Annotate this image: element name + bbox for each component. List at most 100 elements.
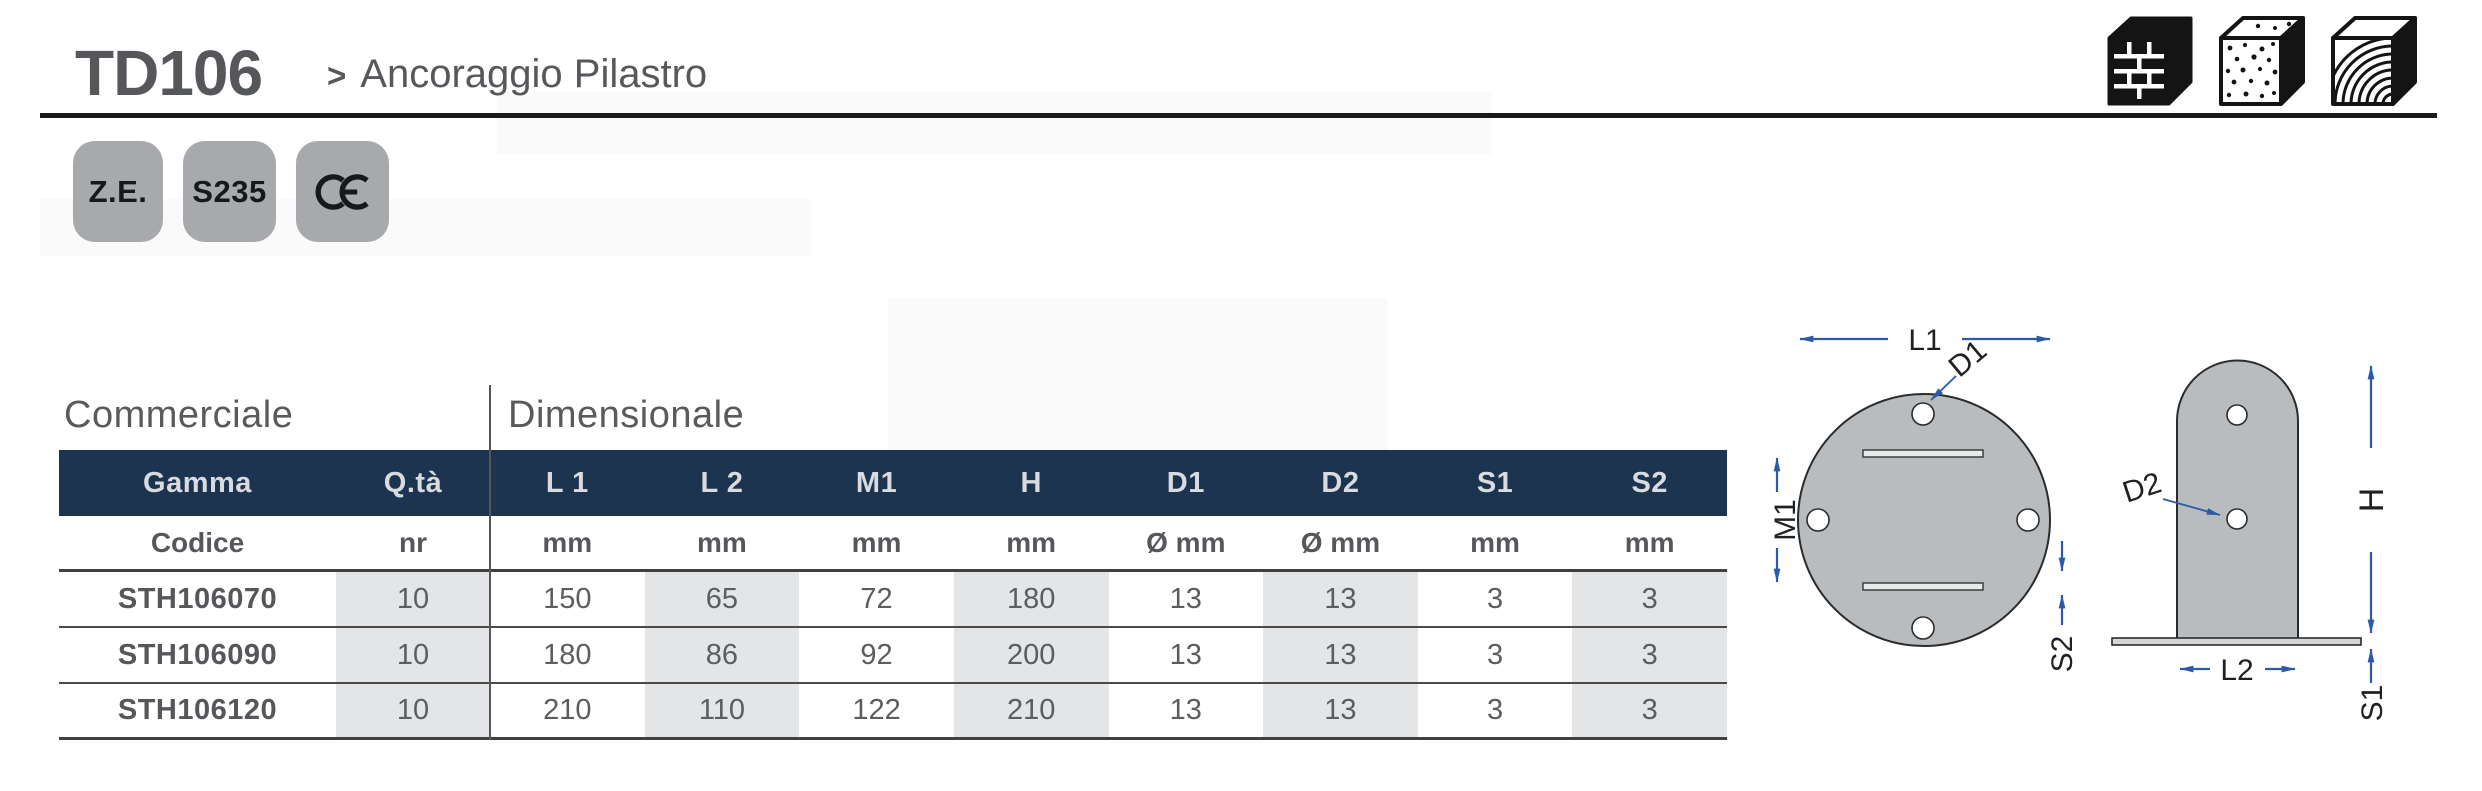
slot-upper — [1862, 449, 1984, 458]
row-s2: 3 — [1572, 684, 1727, 737]
breadcrumb-arrow-icon: > — [327, 56, 347, 94]
col-header-l1: L 1 — [545, 466, 589, 499]
header-divider — [40, 113, 2437, 118]
breadcrumb: > Ancoraggio Pilastro — [327, 52, 707, 97]
table-row: STH106120 10 210 110 122 210 13 13 3 3 — [59, 684, 1727, 740]
table-header-row: Gamma Q.tà L 1 L 2 M1 H D1 D2 S1 S2 — [59, 450, 1727, 516]
badge-s235: S235 — [183, 141, 276, 242]
unit-s2: mm — [1624, 526, 1675, 558]
table-unit-row: Codice nr mm mm mm mm Ø mm Ø mm mm mm — [59, 516, 1727, 572]
hole-middle — [2226, 508, 2248, 530]
row-qty: 10 — [336, 572, 490, 626]
badge-ze: Z.E. — [73, 141, 163, 242]
breadcrumb-label: Ancoraggio Pilastro — [360, 52, 708, 96]
row-h: 210 — [953, 684, 1109, 737]
dim-label-s1: S1 — [2356, 685, 2389, 722]
badge-ze-label: Z.E. — [88, 173, 148, 209]
table-row: STH106070 10 150 65 72 180 13 13 3 3 — [59, 572, 1727, 628]
technical-drawing: L1 D1 M1 S2 D2 H S1 L2 — [1769, 324, 2391, 722]
row-s1: 3 — [1486, 694, 1504, 726]
dim-d2-leader — [2162, 498, 2221, 516]
unit-s1: mm — [1470, 526, 1520, 558]
col-header-h: H — [1020, 466, 1042, 499]
row-l2: 110 — [644, 684, 800, 737]
watermark-band — [40, 199, 812, 256]
watermark-band — [497, 92, 1492, 154]
row-qty: 10 — [336, 684, 490, 737]
dim-label-m1: M1 — [1769, 499, 1802, 541]
row-m1: 92 — [860, 638, 893, 671]
table-row: STH106090 10 180 86 92 200 13 13 3 3 — [59, 628, 1727, 684]
hole-top — [1911, 402, 1935, 426]
row-d1: 13 — [1169, 582, 1202, 615]
row-qty: 10 — [336, 628, 490, 682]
row-d2: 13 — [1263, 572, 1418, 626]
row-l1: 150 — [543, 582, 592, 615]
row-l1: 180 — [543, 638, 592, 671]
row-s1: 3 — [1486, 638, 1504, 671]
col-header-d2: D2 — [1321, 466, 1360, 499]
row-d1: 13 — [1169, 694, 1202, 726]
badge-s235-label: S235 — [192, 173, 267, 209]
badge-ce — [296, 141, 389, 242]
section-label-commercial: Commerciale — [64, 394, 294, 436]
section-label-dimensional: Dimensionale — [508, 394, 745, 436]
col-header-qty: Q.tà — [383, 466, 443, 499]
dim-label-l1: L1 — [1908, 324, 1941, 357]
dim-label-d2: D2 — [2119, 466, 2166, 509]
material-icons — [2103, 12, 2419, 110]
dim-label-h: H — [2353, 488, 2391, 513]
concrete-cube-icon — [2219, 16, 2305, 106]
unit-nr: nr — [399, 526, 427, 558]
unit-d1: Ø mm — [1146, 526, 1226, 558]
hole-upper — [2226, 404, 2248, 426]
row-m1: 72 — [860, 582, 893, 615]
col-header-s1: S1 — [1476, 466, 1514, 499]
spec-table: Commerciale Dimensionale Gamma Q.tà L 1 … — [59, 385, 1727, 740]
unit-codice: Codice — [150, 526, 245, 558]
row-l2: 65 — [644, 572, 800, 626]
hole-bottom — [1911, 616, 1935, 640]
slot-lower — [1862, 582, 1984, 591]
row-s2: 3 — [1572, 628, 1727, 682]
unit-l1: mm — [542, 526, 593, 558]
row-code: STH106090 — [117, 638, 278, 671]
masonry-cube-icon — [2107, 16, 2193, 106]
dim-label-d1: D1 — [1943, 334, 1994, 384]
table-section-divider — [489, 385, 491, 740]
page-title: TD106 — [75, 37, 263, 109]
hole-right — [2016, 508, 2040, 532]
row-m1: 122 — [852, 694, 901, 726]
ce-mark-icon — [314, 173, 369, 210]
col-header-l2: L 2 — [700, 466, 744, 499]
row-s2: 3 — [1572, 572, 1727, 626]
unit-l2: mm — [697, 526, 747, 558]
dim-label-l2: L2 — [2220, 654, 2253, 687]
table-section-labels: Commerciale Dimensionale — [59, 385, 1727, 450]
unit-h: mm — [1006, 526, 1057, 558]
row-h: 180 — [953, 572, 1109, 626]
side-view-plate — [2111, 359, 2362, 646]
row-s1: 3 — [1486, 582, 1504, 615]
top-view-plate — [1797, 393, 2051, 647]
row-d2: 13 — [1263, 684, 1418, 737]
dim-d1-leader — [1930, 375, 1957, 401]
row-l1: 210 — [543, 694, 592, 726]
col-header-m1: M1 — [855, 466, 898, 499]
base-plate — [2111, 637, 2362, 646]
wood-cube-icon — [2331, 16, 2417, 106]
col-header-gamma: Gamma — [143, 466, 252, 499]
dim-label-s2: S2 — [2046, 636, 2079, 673]
row-d2: 13 — [1263, 628, 1418, 682]
row-l2: 86 — [644, 628, 800, 682]
row-code: STH106120 — [117, 694, 278, 726]
row-h: 200 — [953, 628, 1109, 682]
unit-d2: Ø mm — [1300, 526, 1381, 558]
hole-left — [1806, 508, 1830, 532]
row-code: STH106070 — [117, 582, 278, 615]
row-d1: 13 — [1169, 638, 1202, 671]
unit-m1: mm — [851, 526, 902, 558]
col-header-d1: D1 — [1166, 466, 1205, 499]
col-header-s2: S2 — [1631, 466, 1668, 499]
certification-badges: Z.E. S235 — [73, 141, 389, 242]
